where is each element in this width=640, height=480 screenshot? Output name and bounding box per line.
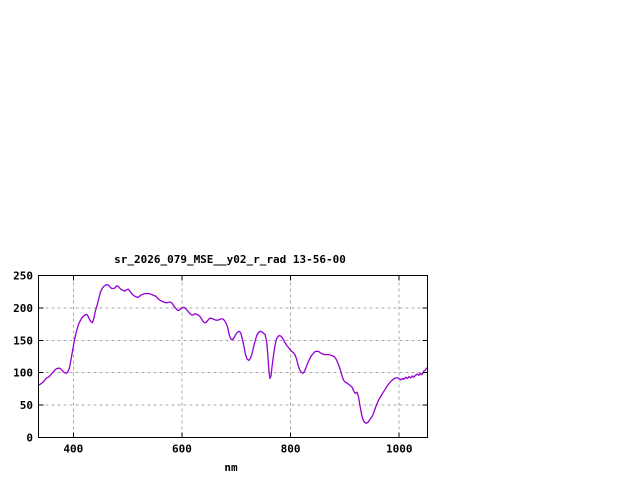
x-tick-label: 400 <box>63 443 83 456</box>
grid-layer <box>39 276 427 437</box>
y-tick-label: 200 <box>13 302 33 315</box>
y-tick-label: 250 <box>13 270 33 283</box>
y-tick-label: 100 <box>13 367 33 380</box>
y-tick-label: 150 <box>13 334 33 347</box>
label-layer: 400 600 800 1000 0 50 100 150 200 250 <box>13 270 412 456</box>
plot-border <box>38 275 428 438</box>
x-tick-label: 1000 <box>386 443 413 456</box>
x-axis-label: nm <box>224 461 238 474</box>
x-tick-label: 800 <box>281 443 301 456</box>
x-tick-label: 600 <box>172 443 192 456</box>
y-tick-label: 0 <box>26 432 33 445</box>
tick-layer <box>38 275 428 438</box>
curve-layer <box>37 283 428 424</box>
spectrum-line <box>37 283 428 424</box>
y-tick-label: 50 <box>20 399 33 412</box>
chart-title: sr_2026_079_MSE__y02_r_rad 13-56-00 <box>114 253 346 266</box>
